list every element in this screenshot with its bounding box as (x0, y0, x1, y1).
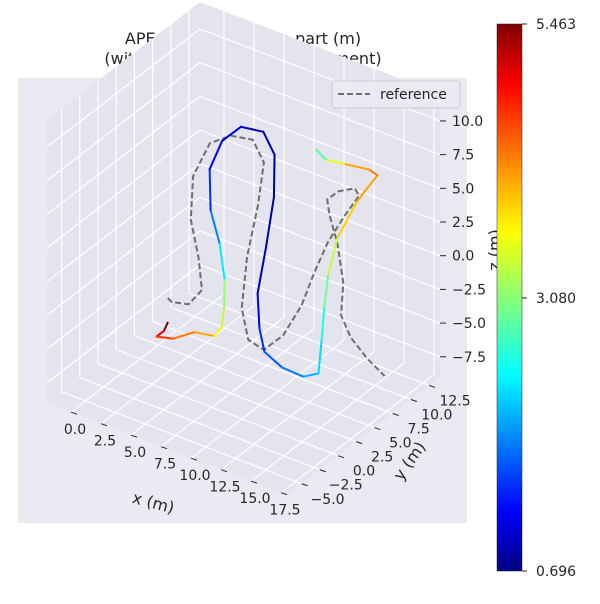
y-tick-label: 2.5 (371, 450, 393, 466)
x-tick-label: 15.0 (239, 491, 270, 507)
trajectory-segment (210, 169, 211, 210)
x-tick-label: 12.5 (209, 480, 240, 496)
colorbar-max-label: 5.463 (536, 17, 576, 33)
colorbar-mid-label: 3.080 (536, 291, 576, 307)
x-tick-label: 2.5 (94, 434, 116, 450)
z-tick-label: −7.5 (452, 350, 486, 366)
legend: reference (332, 81, 460, 108)
z-tick-label: 7.5 (452, 148, 474, 164)
z-tick-label: 2.5 (452, 215, 474, 231)
y-tick-label: −5.0 (311, 492, 345, 508)
legend-reference-label: reference (380, 87, 447, 103)
y-tick-label: 7.5 (408, 422, 430, 438)
z-tick-label: 10.0 (452, 114, 483, 130)
z-tick-label: 0.0 (452, 249, 474, 265)
z-tick-label: 5.0 (452, 181, 474, 197)
colorbar-min-label: 0.696 (536, 564, 576, 580)
y-tick-label: 12.5 (439, 393, 470, 409)
colorbar-gradient (497, 24, 522, 571)
x-tick-label: 10.0 (179, 468, 210, 484)
x-tick-label: 17.5 (269, 503, 300, 519)
y-tick-label: 10.0 (421, 407, 452, 423)
axis-panes (47, 2, 440, 495)
trajectory-segment (274, 155, 275, 198)
z-tick-label: −2.5 (452, 282, 486, 298)
colorbar: 5.463 3.080 0.696 (497, 17, 576, 580)
y-tick-label: 0.0 (353, 464, 375, 480)
x-tick-label: 5.0 (124, 445, 146, 461)
z-tick-label: −5.0 (452, 316, 486, 332)
y-tick-label: −2.5 (329, 478, 363, 494)
x-tick-label: 0.0 (64, 422, 86, 438)
x-tick-label: 7.5 (154, 457, 176, 473)
